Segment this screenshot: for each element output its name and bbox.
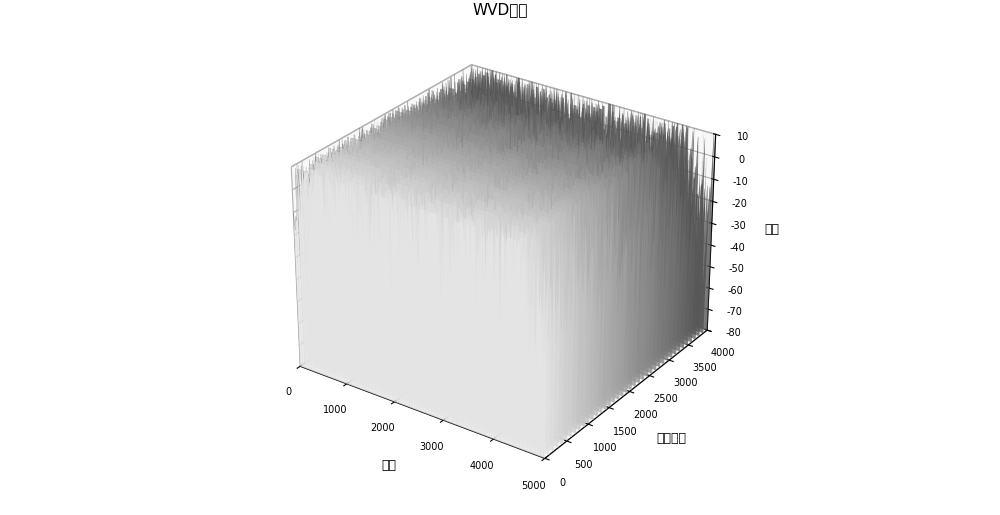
X-axis label: 频率: 频率: [381, 459, 396, 472]
Y-axis label: 采样点数: 采样点数: [656, 432, 686, 445]
Title: WVD分布: WVD分布: [472, 3, 528, 18]
